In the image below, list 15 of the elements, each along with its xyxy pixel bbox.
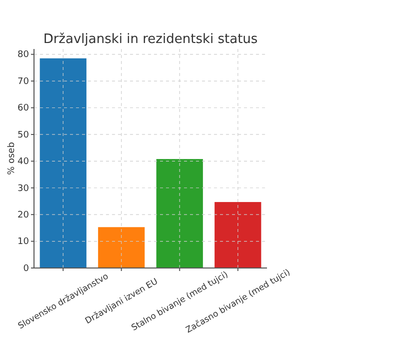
bar <box>156 159 203 268</box>
y-tick-label: 20 <box>18 210 30 220</box>
bar <box>98 227 145 268</box>
chart-title: Državljanski in rezidentski status <box>43 32 258 47</box>
y-tick-label: 10 <box>18 237 30 248</box>
bar <box>214 202 262 268</box>
bar <box>40 58 86 268</box>
y-tick-label: 30 <box>18 184 30 194</box>
y-axis-title: % oseb <box>7 142 17 175</box>
y-tick-label: 80 <box>18 50 30 60</box>
y-tick-label: 70 <box>18 76 30 87</box>
y-tick-label: 0 <box>23 264 30 274</box>
y-tick-label: 60 <box>18 104 30 114</box>
y-tick-label: 50 <box>18 130 30 140</box>
y-tick-label: 40 <box>18 157 30 168</box>
